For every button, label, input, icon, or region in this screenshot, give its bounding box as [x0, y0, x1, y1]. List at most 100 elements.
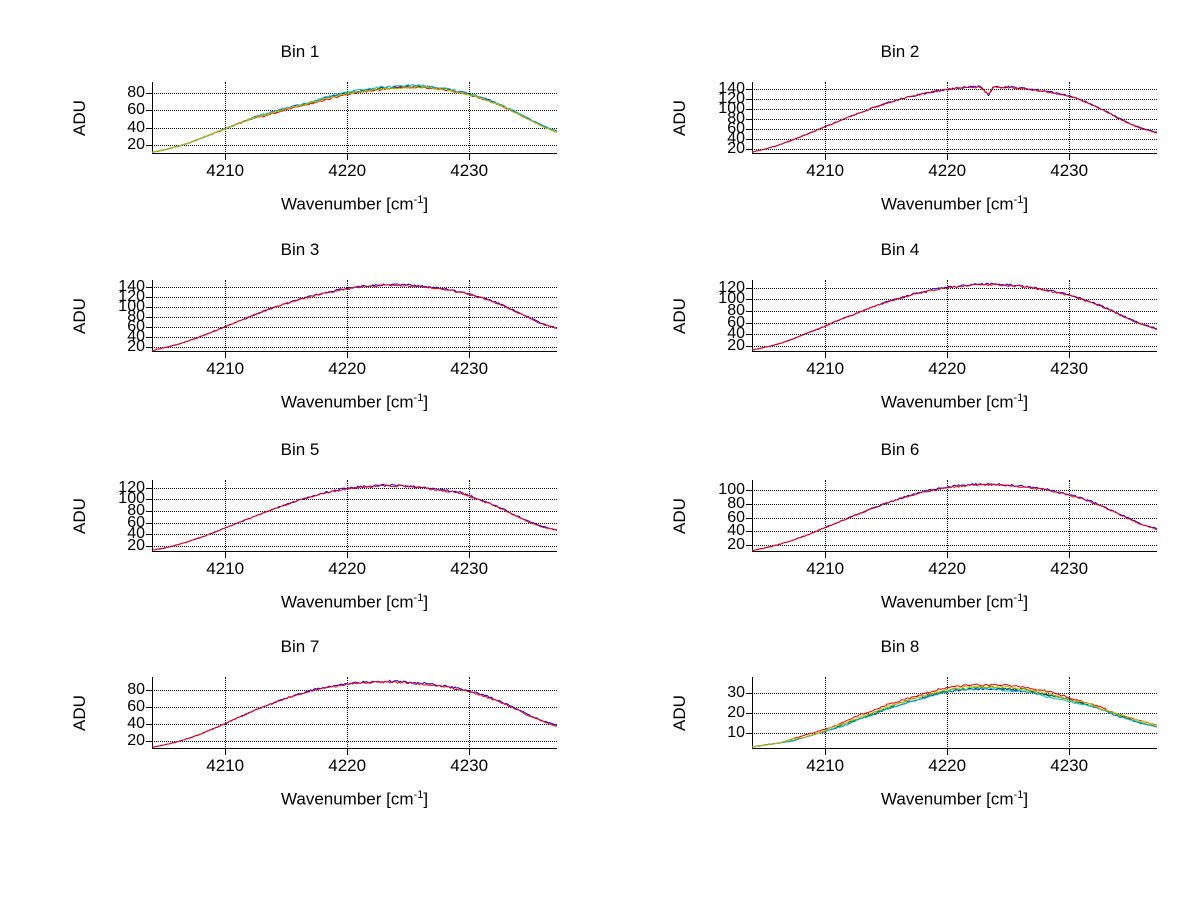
y-tick-label: 80: [727, 110, 745, 128]
tick-mark-y: [146, 287, 152, 289]
x-axis-label-exponent: -1: [1013, 194, 1024, 206]
x-axis-label-bracket: ]: [423, 392, 429, 412]
x-tick-label: 4230: [1050, 161, 1089, 180]
data-traces: [751, 85, 1158, 153]
gridline-horizontal: [752, 119, 1157, 121]
y-axis-label: ADU: [70, 298, 89, 334]
x-axis-label: Wavenumber [cm-1]: [152, 194, 557, 215]
gridline-horizontal: [752, 504, 1157, 505]
y-tick-label: 80: [127, 680, 145, 698]
trace-line: [151, 85, 558, 153]
trace-line: [751, 687, 1158, 748]
tick-mark-y: [146, 110, 152, 112]
tick-mark-x: [825, 552, 827, 558]
x-tick-label: 4210: [806, 359, 845, 378]
gridline-horizontal: [152, 337, 557, 339]
trace-line: [751, 685, 1158, 748]
y-axis-label: ADU: [670, 100, 689, 136]
trace-line: [751, 685, 1158, 748]
panel-title: Bin 3: [280, 240, 320, 259]
trace-line: [751, 283, 1158, 351]
y-tick-label: 140: [718, 80, 745, 98]
x-tick-label: 4220: [328, 559, 367, 578]
trace-line: [151, 86, 558, 153]
tick-mark-y: [146, 689, 152, 691]
trace-line: [751, 482, 1158, 551]
y-tick-label: 20: [127, 731, 145, 749]
x-tick-label: 4230: [450, 559, 489, 578]
y-tick-label: 30: [727, 684, 745, 701]
trace-line: [151, 283, 558, 352]
gridline-horizontal: [752, 517, 1157, 519]
tick-mark-y: [146, 327, 152, 329]
tick-mark-x: [1069, 552, 1071, 558]
subplot-panel-1: Bin 1 20 40 60 80 4210 4220 4230 ADU Wavenumber […: [0, 42, 600, 242]
y-tick-label: 20: [727, 140, 745, 158]
y-axis-label: ADU: [70, 498, 89, 534]
tick-mark-y: [746, 490, 752, 492]
gridline-horizontal: [152, 689, 557, 691]
gridline-horizontal: [152, 327, 557, 329]
tick-mark-y: [746, 299, 752, 301]
tick-mark-y: [746, 311, 752, 313]
gridline-horizontal: [752, 334, 1157, 336]
gridline-horizontal: [152, 511, 557, 513]
x-axis-label-bracket: ]: [1023, 592, 1029, 612]
y-tick-label: 60: [727, 120, 745, 138]
gridline-vertical: [1069, 280, 1071, 352]
tick-mark-y: [746, 713, 752, 714]
tick-mark-x: [225, 749, 227, 755]
y-tick-label: 140: [118, 278, 145, 296]
trace-line: [151, 483, 558, 551]
y-axis-label: ADU: [70, 695, 89, 731]
gridline-horizontal: [752, 322, 1157, 324]
y-tick-label: 100: [718, 481, 745, 499]
x-tick-label: 4210: [206, 359, 245, 378]
trace-line: [151, 86, 558, 153]
trace-line: [751, 282, 1158, 351]
y-tick-label: 20: [127, 537, 145, 555]
x-axis-label: Wavenumber [cm-1]: [752, 194, 1157, 215]
gridline-vertical: [825, 480, 827, 552]
gridline-horizontal: [752, 311, 1157, 313]
tick-mark-x: [825, 352, 827, 358]
subplot-panel-4: Bin 4 20 40 60 80 100 120 4210 4220 4230 ADU Wavenu…: [600, 240, 1200, 440]
y-tick-label: 40: [727, 522, 745, 540]
tick-mark-x: [347, 552, 349, 558]
x-tick-label: 4230: [1050, 756, 1089, 775]
x-tick-label: 4220: [328, 359, 367, 378]
gridline-vertical: [347, 82, 349, 154]
gridline-vertical: [225, 280, 227, 352]
tick-mark-y: [746, 504, 752, 505]
data-traces: [751, 282, 1158, 351]
tick-mark-y: [146, 723, 152, 725]
tick-mark-y: [146, 740, 152, 742]
x-axis-label-bracket: ]: [1023, 194, 1029, 214]
tick-mark-y: [746, 346, 752, 348]
x-axis-label-bracket: ]: [423, 789, 429, 809]
panel-title: Bin 7: [280, 637, 320, 656]
trace-line: [151, 283, 558, 352]
y-tick-label: 40: [127, 328, 145, 346]
y-tick-label: 20: [127, 338, 145, 356]
x-axis-label-exponent: -1: [413, 392, 424, 404]
y-axis-label: ADU: [70, 100, 89, 136]
gridline-vertical: [469, 82, 471, 154]
x-axis-label-main: Wavenumber [cm: [280, 194, 414, 214]
gridline-vertical: [225, 480, 227, 552]
axes-frame: [152, 677, 557, 749]
tick-mark-x: [347, 154, 349, 160]
gridline-vertical: [1069, 677, 1071, 749]
x-tick-label: 4220: [928, 756, 967, 775]
gridline-horizontal: [152, 287, 557, 289]
x-axis-label-bracket: ]: [1023, 392, 1029, 412]
axes-frame: [152, 480, 557, 552]
tick-mark-y: [146, 145, 152, 147]
tick-mark-y: [746, 517, 752, 519]
panel-title: Bin 2: [880, 42, 920, 61]
y-tick-label: 40: [127, 525, 145, 543]
tick-mark-x: [947, 552, 949, 558]
gridline-horizontal: [152, 317, 557, 319]
y-axis-label: ADU: [670, 498, 689, 534]
tick-mark-x: [469, 749, 471, 755]
